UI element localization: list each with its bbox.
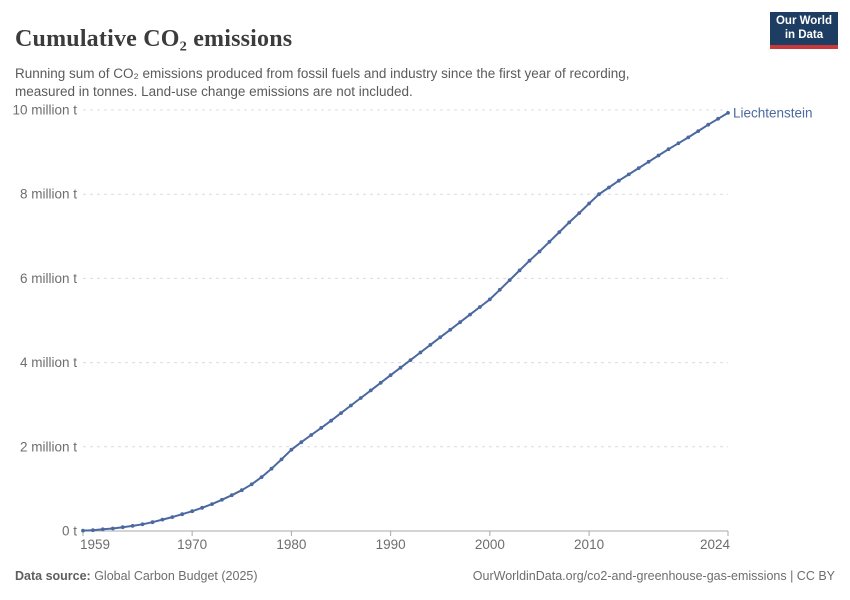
data-point[interactable]: [636, 166, 641, 171]
data-point[interactable]: [527, 258, 532, 263]
data-point[interactable]: [607, 185, 611, 190]
data-point[interactable]: [329, 418, 333, 423]
data-point[interactable]: [378, 380, 383, 385]
data-point[interactable]: [696, 129, 701, 134]
x-tick-label: 1970: [177, 537, 207, 552]
data-point[interactable]: [656, 153, 661, 158]
data-point[interactable]: [487, 297, 492, 302]
data-point[interactable]: [279, 457, 284, 462]
data-point[interactable]: [587, 201, 591, 206]
data-source: Data source: Global Carbon Budget (2025): [15, 569, 258, 583]
data-point[interactable]: [180, 512, 185, 517]
data-point[interactable]: [339, 411, 343, 415]
x-tick-label: 1990: [376, 537, 406, 552]
owid-logo[interactable]: Our World in Data: [770, 12, 838, 49]
data-point[interactable]: [368, 388, 373, 393]
x-tick-label: 1980: [276, 537, 306, 552]
x-tick-label: 2010: [574, 537, 604, 552]
data-point[interactable]: [517, 268, 522, 273]
y-tick-label: 6 million t: [20, 271, 77, 286]
chart-subtitle: Running sum of CO₂ emissions produced fr…: [15, 65, 630, 99]
data-point[interactable]: [418, 350, 423, 355]
data-point[interactable]: [597, 192, 601, 197]
data-point[interactable]: [388, 373, 393, 378]
data-point[interactable]: [497, 287, 502, 292]
data-point[interactable]: [259, 475, 264, 479]
data-point[interactable]: [616, 178, 621, 183]
data-point[interactable]: [349, 403, 353, 408]
data-point[interactable]: [110, 526, 115, 531]
data-point[interactable]: [358, 396, 363, 400]
data-point[interactable]: [239, 488, 244, 493]
data-point[interactable]: [577, 211, 582, 216]
data-point[interactable]: [91, 528, 95, 533]
emissions-line[interactable]: [82, 111, 729, 532]
data-point[interactable]: [676, 141, 681, 146]
y-tick-label: 4 million t: [20, 355, 77, 370]
owid-logo-text: Our World in Data: [775, 15, 832, 41]
page-title: Cumulative CO₂ emissions: [15, 26, 293, 53]
data-source-value: Global Carbon Budget (2025): [90, 569, 258, 583]
data-point[interactable]: [507, 278, 512, 282]
data-point[interactable]: [428, 343, 433, 347]
data-point[interactable]: [438, 335, 443, 340]
data-point[interactable]: [547, 239, 552, 244]
data-point[interactable]: [319, 426, 324, 430]
series-end-label[interactable]: Liechtenstein: [733, 105, 813, 120]
data-point[interactable]: [666, 147, 671, 152]
data-point[interactable]: [468, 312, 472, 317]
data-point[interactable]: [81, 528, 85, 533]
data-point[interactable]: [716, 116, 720, 121]
data-point[interactable]: [309, 433, 314, 437]
data-point[interactable]: [458, 320, 462, 325]
data-point[interactable]: [160, 517, 165, 522]
data-point[interactable]: [130, 524, 135, 528]
data-point[interactable]: [229, 493, 234, 498]
x-tick-label: 1959: [80, 537, 110, 552]
data-point[interactable]: [557, 230, 562, 235]
data-point[interactable]: [537, 249, 542, 254]
owid-url-link[interactable]: OurWorldinData.org/co2-and-greenhouse-ga…: [472, 569, 835, 583]
data-point[interactable]: [686, 135, 691, 140]
data-point[interactable]: [299, 440, 304, 445]
y-tick-label: 2 million t: [20, 439, 77, 454]
data-source-label: Data source:: [15, 569, 91, 583]
x-tick-label: 2000: [475, 537, 505, 552]
data-point[interactable]: [567, 220, 572, 225]
data-point[interactable]: [150, 520, 155, 525]
data-point[interactable]: [626, 172, 631, 177]
data-point[interactable]: [726, 111, 730, 115]
data-point[interactable]: [190, 509, 195, 514]
data-point[interactable]: [249, 482, 254, 487]
data-point[interactable]: [448, 327, 453, 332]
data-point[interactable]: [408, 358, 413, 362]
chart-footer: Data source: Global Carbon Budget (2025)…: [15, 569, 835, 583]
y-tick-label: 0 t: [62, 524, 77, 539]
data-point[interactable]: [706, 122, 711, 127]
data-point[interactable]: [100, 527, 105, 532]
data-point[interactable]: [200, 505, 205, 510]
data-point[interactable]: [398, 365, 403, 370]
data-point[interactable]: [269, 466, 274, 471]
data-point[interactable]: [120, 525, 125, 530]
y-tick-label: 8 million t: [20, 187, 77, 202]
data-point[interactable]: [478, 305, 482, 309]
data-point[interactable]: [220, 497, 224, 502]
y-tick-label: 10 million t: [12, 103, 77, 118]
data-point[interactable]: [646, 159, 651, 164]
data-point[interactable]: [289, 447, 294, 452]
data-point[interactable]: [170, 515, 175, 519]
data-point[interactable]: [210, 502, 214, 506]
x-tick-label: 2024: [700, 537, 731, 552]
data-point[interactable]: [140, 522, 145, 527]
